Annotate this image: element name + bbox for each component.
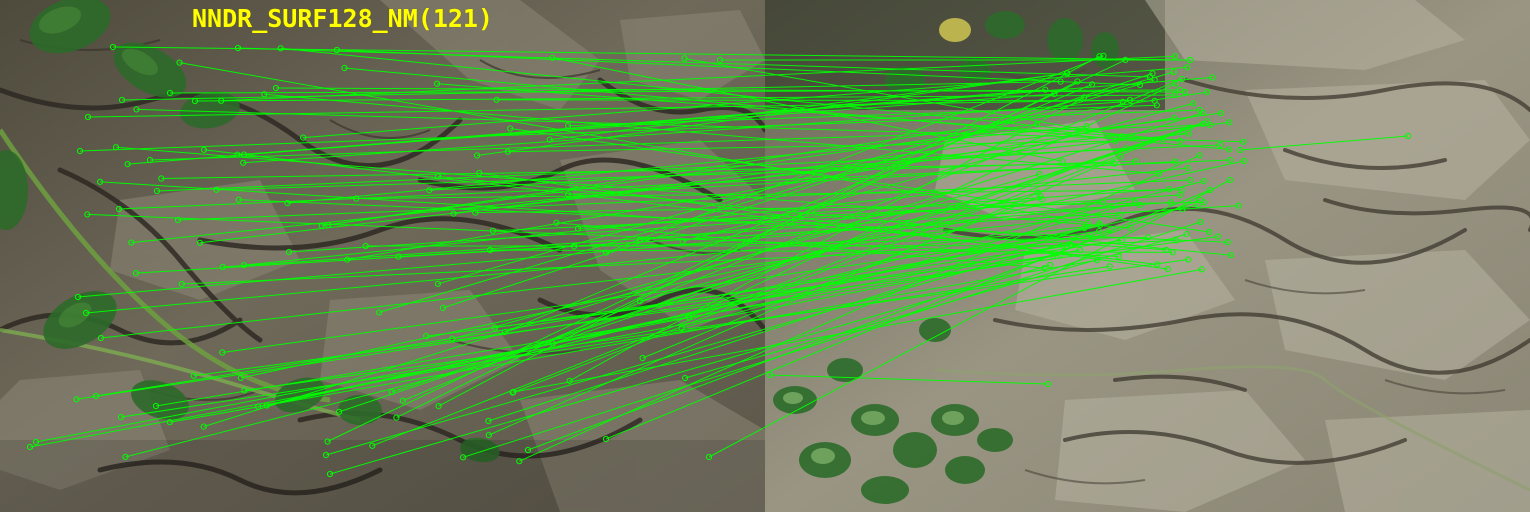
match-count-title: NNDR_SURF128_NM(121) <box>192 4 494 33</box>
left-bark-texture <box>0 0 765 512</box>
right-bark-texture <box>765 0 1530 512</box>
right-bark-photo <box>765 0 1530 512</box>
left-bark-photo <box>0 0 765 512</box>
